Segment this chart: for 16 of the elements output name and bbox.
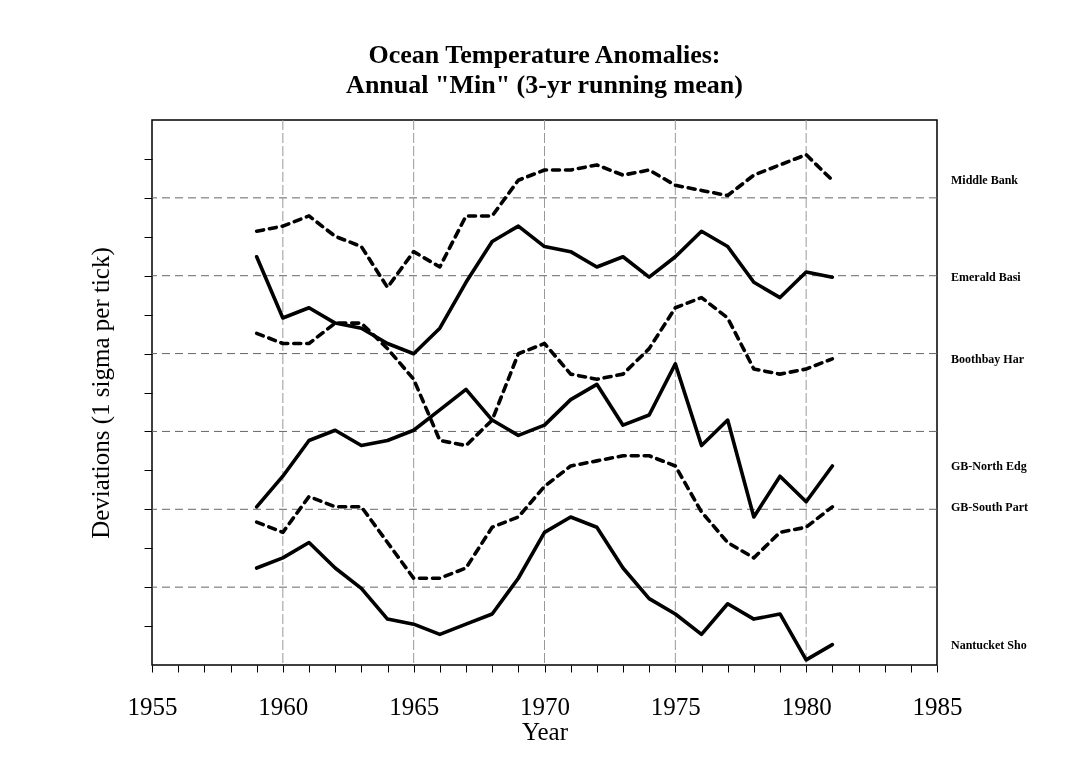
text: Nantucket Sho: [951, 637, 1027, 652]
x-tick-label: 1985: [912, 692, 963, 720]
text: Boothbay Har: [951, 351, 1025, 366]
x-tick-label: 1970: [520, 692, 570, 720]
text: GB-North Edg: [951, 458, 1027, 473]
text: Emerald Basi: [951, 270, 1022, 285]
x-tick-label: 1960: [258, 692, 309, 720]
x-tick-label: 1965: [389, 692, 440, 720]
x-tick-label: 1975: [650, 692, 701, 720]
x-tick-label: 1980: [781, 692, 832, 720]
text: Middle Bank: [951, 173, 1019, 188]
y-axis-title: Deviations (1 sigma per tick): [87, 247, 115, 539]
chart-title: Ocean Temperature Anomalies: Annual "Min" (3-yr running mean): [346, 39, 743, 99]
text: GB-South Part: [951, 499, 1029, 514]
x-axis-title: Year: [521, 717, 569, 745]
x-tick-label: 1955: [127, 692, 178, 720]
